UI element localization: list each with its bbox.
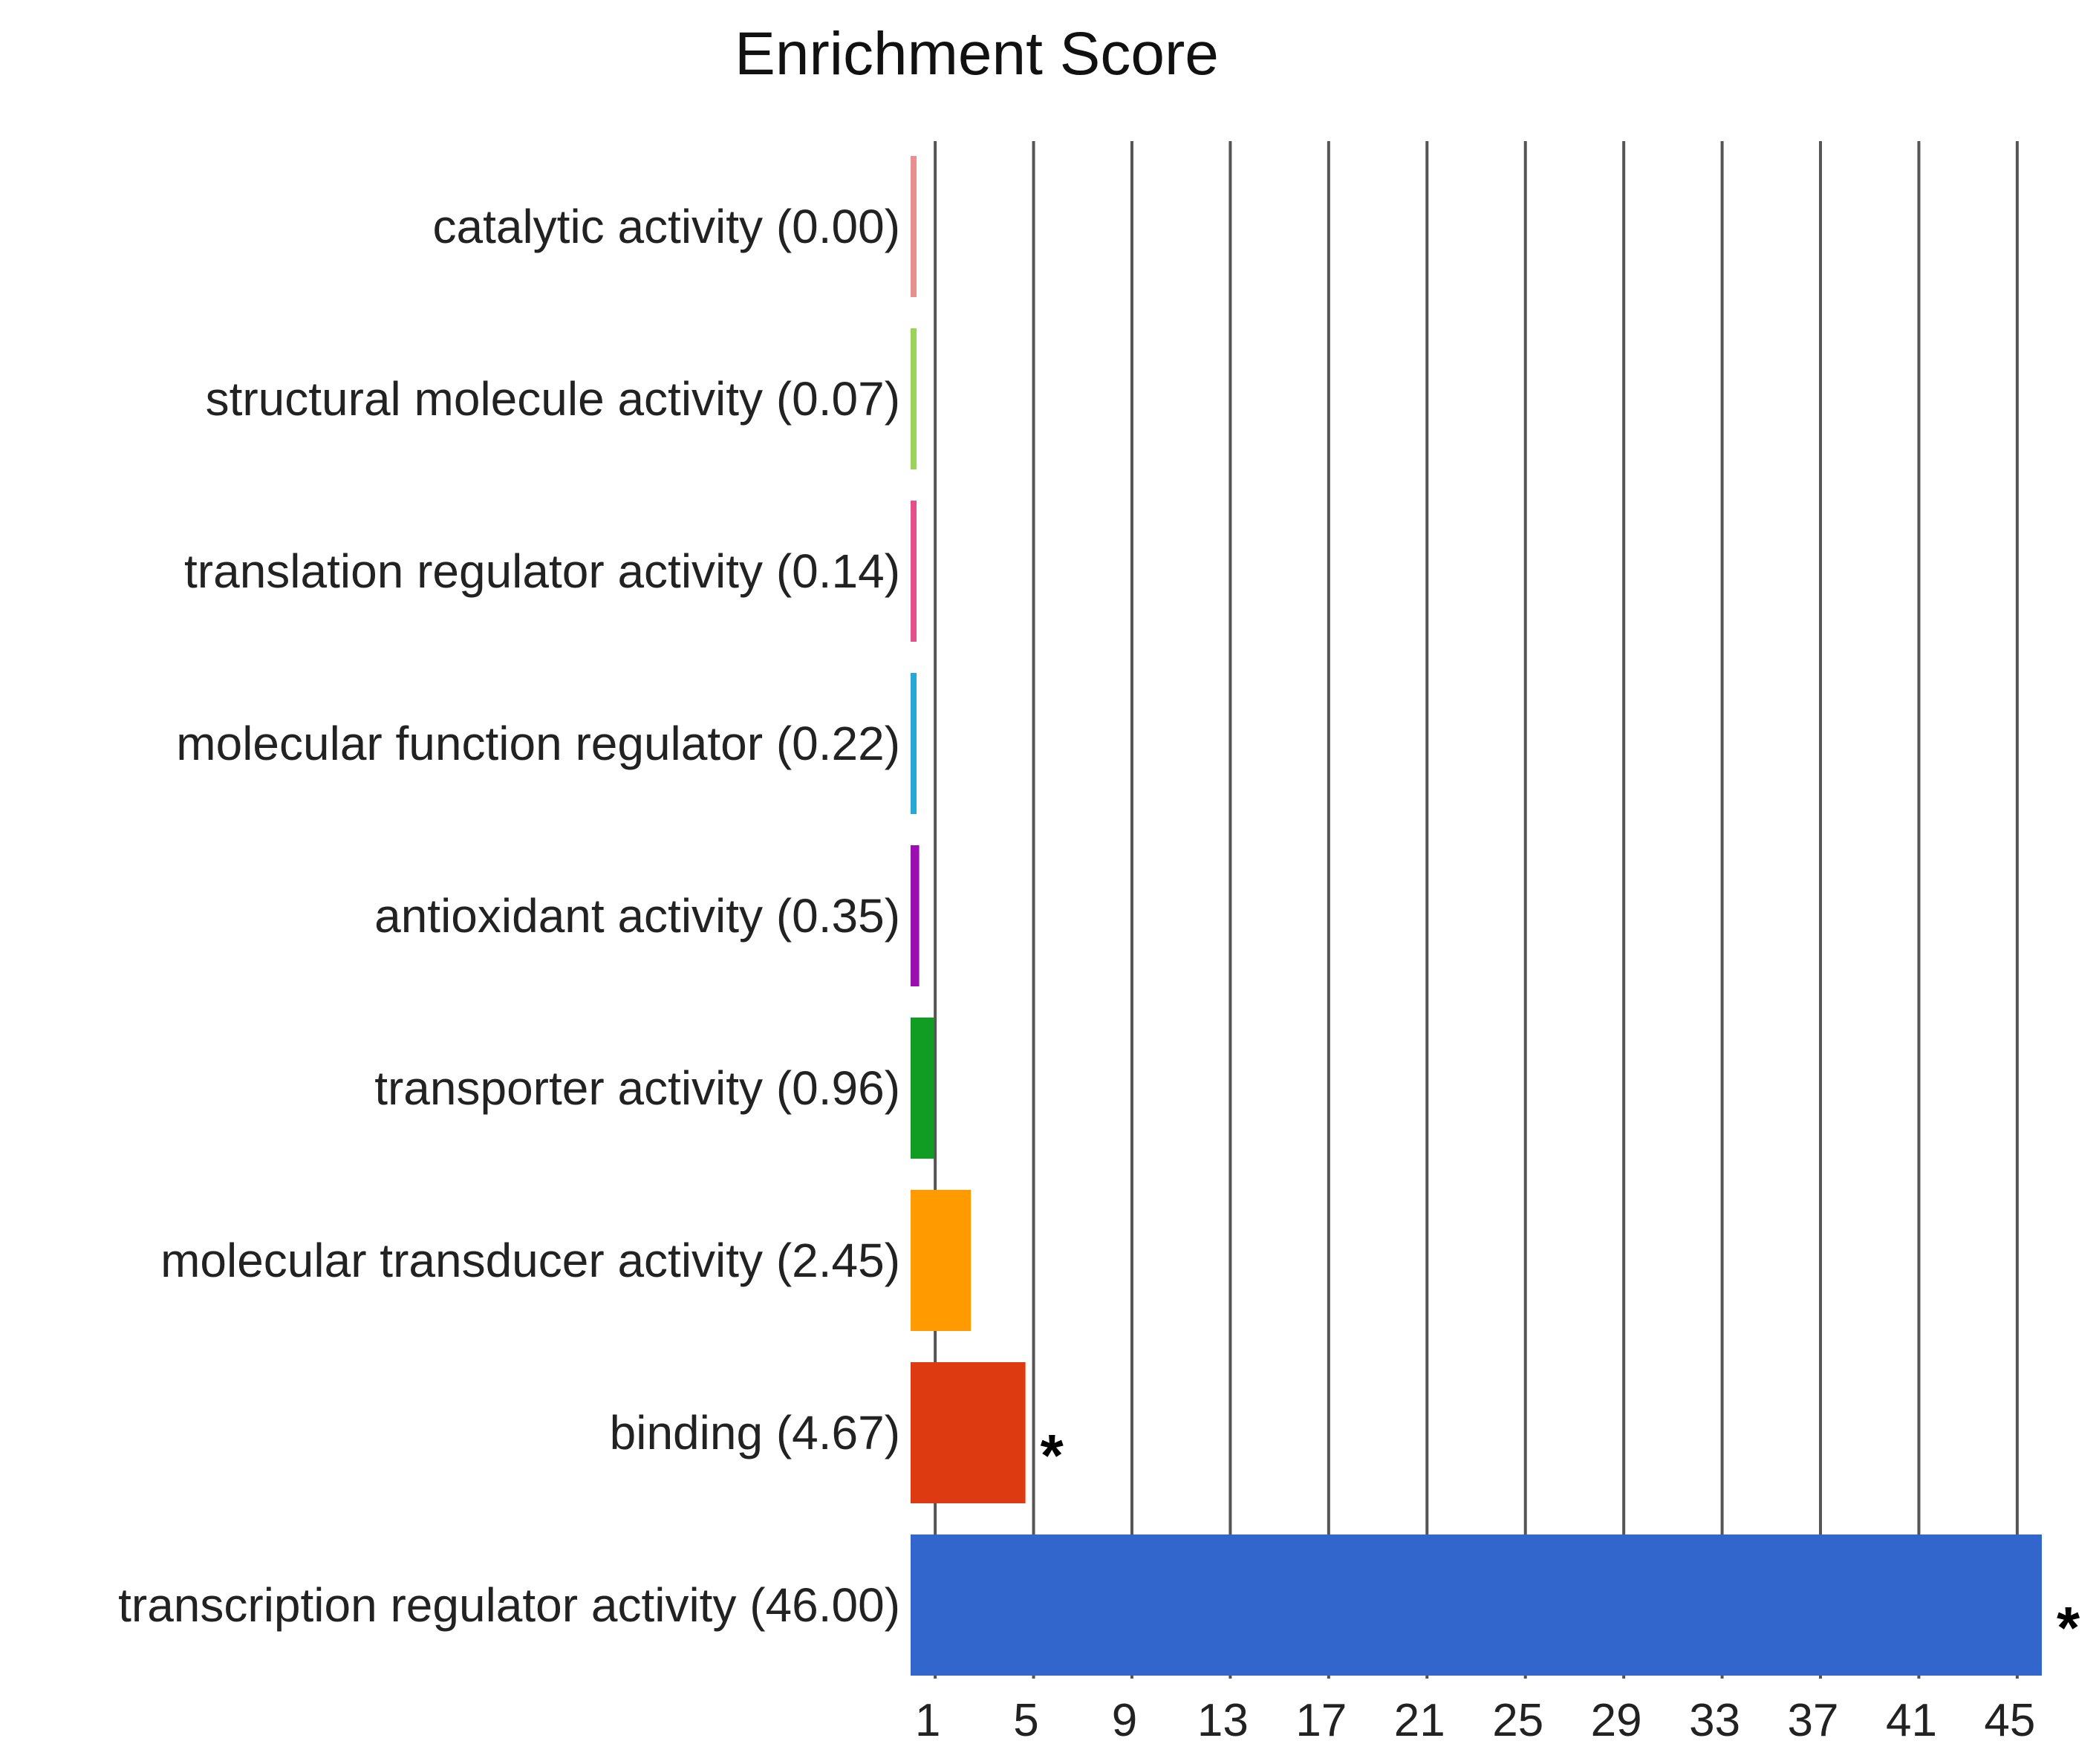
- category-label-4: antioxidant activity (0.35): [374, 889, 900, 943]
- bar-7: [911, 1362, 1026, 1503]
- x-tick-label-5: 5: [1013, 1695, 1038, 1746]
- x-tick-label-33: 33: [1689, 1695, 1740, 1746]
- bar-4: [911, 845, 920, 986]
- significance-marks: **: [1041, 1422, 2080, 1661]
- x-tick-label-17: 17: [1295, 1695, 1347, 1746]
- category-label-0: catalytic activity (0.00): [432, 200, 900, 253]
- x-tick-label-25: 25: [1492, 1695, 1543, 1746]
- chart-title: Enrichment Score: [735, 20, 1219, 88]
- category-label-6: molecular transducer activity (2.45): [160, 1234, 900, 1287]
- category-label-8: transcription regulator activity (46.00): [118, 1578, 900, 1632]
- bar-8: [911, 1534, 2042, 1676]
- gridlines: [934, 141, 2019, 1679]
- x-axis-ticks: 1 5 9 13 17 21 25 29 33 37 41 45: [915, 1695, 2036, 1746]
- category-label-5: transporter activity (0.96): [374, 1061, 900, 1115]
- category-label-2: translation regulator activity (0.14): [184, 544, 900, 598]
- x-tick-label-41: 41: [1886, 1695, 1937, 1746]
- x-tick-label-21: 21: [1394, 1695, 1445, 1746]
- bar-0: [911, 156, 917, 297]
- x-tick-label-45: 45: [1984, 1695, 2035, 1746]
- bars: [911, 156, 2042, 1676]
- bar-5: [911, 1018, 934, 1159]
- bar-6: [911, 1190, 972, 1331]
- significance-mark-7: *: [1041, 1422, 1064, 1488]
- category-label-1: structural molecule activity (0.07): [206, 372, 900, 426]
- x-tick-label-29: 29: [1591, 1695, 1642, 1746]
- bar-2: [911, 501, 917, 642]
- x-tick-label-1: 1: [915, 1695, 940, 1746]
- category-labels: catalytic activity (0.00) structural mole…: [118, 200, 900, 1632]
- category-label-7: binding (4.67): [610, 1406, 900, 1459]
- category-label-3: molecular function regulator (0.22): [176, 717, 900, 770]
- bar-3: [911, 673, 917, 814]
- x-tick-label-9: 9: [1112, 1695, 1137, 1746]
- x-tick-label-13: 13: [1197, 1695, 1249, 1746]
- bar-1: [911, 328, 917, 469]
- significance-mark-8: *: [2057, 1595, 2080, 1661]
- x-tick-label-37: 37: [1788, 1695, 1839, 1746]
